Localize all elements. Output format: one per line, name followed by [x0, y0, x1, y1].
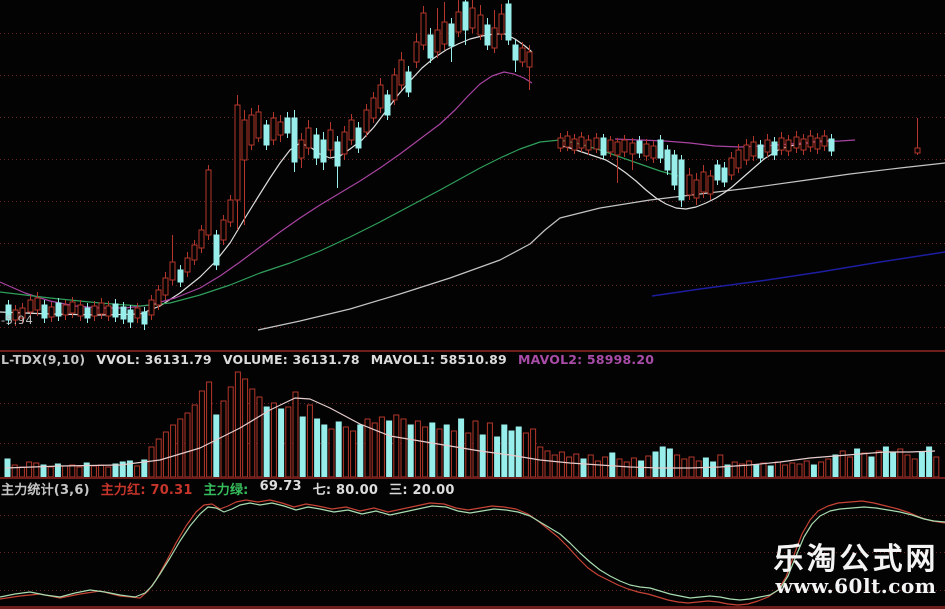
main-kline-panel	[0, 0, 945, 331]
mavol2-value: MAVOL2: 58998.20	[517, 352, 655, 367]
main-force-green-value: 69.73	[259, 479, 302, 494]
level-80-label: 七: 80.00	[312, 483, 379, 498]
panel-separators	[0, 350, 945, 609]
main-force-green-label: 主力绿:	[203, 483, 249, 498]
mavol1-value: MAVOL1: 58510.89	[370, 352, 507, 367]
vvol-value: VVOL: 36131.79	[96, 352, 212, 367]
main-force-indicator-panel	[0, 499, 945, 606]
watermark: 乐淘公式网 www.60lt.com	[770, 542, 942, 598]
volume-value: VOLUME: 36131.78	[222, 352, 360, 367]
main-force-red-value: 主力红: 70.31	[100, 483, 193, 498]
watermark-site-name: 乐淘公式网	[773, 542, 939, 577]
price-change-label: -5.94	[1, 313, 34, 327]
level-20-label: 三: 20.00	[389, 483, 455, 498]
indicator-name[interactable]: 主力统计(3,6)	[1, 483, 90, 498]
volume-header: L-TDX(9,10) VVOL: 36131.79 VOLUME: 36131…	[1, 352, 654, 367]
volume-indicator-name[interactable]: L-TDX(9,10)	[1, 352, 86, 367]
volume-panel	[0, 371, 945, 478]
main-force-header: 主力统计(3,6) 主力红: 70.31 主力绿: 69.73 七: 80.00…	[1, 479, 455, 498]
watermark-site-url: www.60lt.com	[775, 573, 937, 598]
